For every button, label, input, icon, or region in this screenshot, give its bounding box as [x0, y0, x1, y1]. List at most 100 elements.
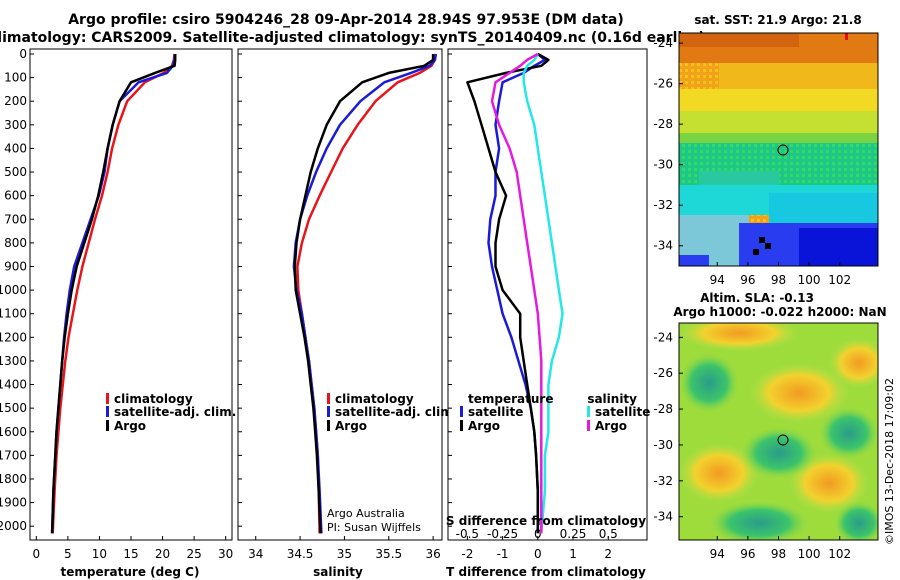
difference-axes	[447, 48, 648, 541]
legend-climatology: climatology	[335, 392, 414, 406]
map-y-tick-label: -34	[653, 239, 673, 253]
map-x-tick-label: 96	[740, 547, 755, 561]
x-tick-label: 35.5	[375, 547, 402, 561]
legend-temperature-title: temperature	[468, 392, 553, 406]
sst-map-image	[679, 33, 878, 266]
y-tick-label: 600	[4, 189, 27, 203]
legend-satellite-swatch	[106, 406, 109, 417]
map-x-tick-label: 94	[710, 547, 725, 561]
top-x-tick-label: 0.25	[560, 527, 587, 541]
legend-argo-swatch	[106, 420, 109, 431]
y-tick-label: 800	[4, 236, 27, 250]
y-tick-label: 1400	[0, 378, 27, 392]
x-tick-label: 10	[92, 547, 107, 561]
temperature-axes	[29, 48, 233, 541]
map-x-tick-label: 96	[740, 273, 755, 287]
legend-t-argo: Argo	[468, 419, 500, 433]
salinity-axes	[237, 48, 443, 541]
y-tick-label: 300	[4, 118, 27, 132]
top-x-tick-label: 0.5	[599, 527, 618, 541]
argo-location-marker	[777, 144, 789, 156]
sla-map-image	[679, 323, 878, 540]
legend-t-argo-swatch	[460, 420, 463, 431]
x-tick-label: 5	[64, 547, 72, 561]
annotation-pi: PI: Susan Wijffels	[327, 521, 421, 534]
y-tick-label: 1300	[0, 354, 27, 368]
argo-location-marker	[777, 434, 789, 446]
legend-s-argo: Argo	[595, 419, 627, 433]
difference-legend: temperature satellite Argo salinity sate…	[460, 392, 650, 433]
map-x-tick-label: 94	[710, 273, 725, 287]
map-x-tick-label: 102	[828, 273, 851, 287]
legend-t-satellite-swatch	[460, 406, 463, 417]
salinity-series	[292, 53, 438, 534]
y-tick-label: 500	[4, 165, 27, 179]
difference-top-label: S difference from climatology	[446, 514, 646, 528]
legend-s-satellite-swatch	[587, 406, 590, 417]
series-line-t-argo	[466, 52, 550, 534]
series-line-s-argo	[490, 52, 543, 534]
sla-map-ticks: 94 96 98 100 102 -24 -26 -28 -30 -32 -34	[653, 330, 851, 561]
temperature-panel: 0100200300400500600700800900100011001200…	[0, 47, 236, 579]
credit-text: ©IMOS 13-Dec-2018 17:09:02	[883, 378, 896, 545]
x-tick-label: 0	[32, 547, 40, 561]
sst-map: sat. SST: 21.9 Argo: 21.8 94 96 98 100 102 -2…	[653, 13, 879, 287]
legend-salinity-title: salinity	[587, 392, 637, 406]
y-tick-label: 1900	[0, 496, 27, 510]
sst-map-title: sat. SST: 21.9 Argo: 21.8	[694, 13, 861, 27]
y-tick-label: 100	[4, 71, 27, 85]
x-tick-label: -1	[497, 547, 509, 561]
x-tick-label: 34	[248, 547, 263, 561]
x-tick-label: 25	[186, 547, 201, 561]
map-x-tick-label: 102	[828, 547, 851, 561]
map-x-tick-label: 100	[798, 273, 821, 287]
legend-satellite-swatch	[327, 406, 330, 417]
map-y-tick-label: -32	[653, 198, 673, 212]
difference-panel: -2 -1 0 1 2 -0.5 -0.25 0 0.25 0.5 T difference fr…	[446, 48, 650, 579]
sla-map-title2: Argo h1000: -0.022 h2000: NaN	[673, 305, 886, 319]
map-x-tick-label: 98	[771, 547, 786, 561]
y-tick-label: 0	[19, 47, 27, 61]
sla-map-title1: Altim. SLA: -0.13	[700, 291, 814, 305]
map-y-tick-label: -24	[653, 330, 673, 344]
y-tick-label: 400	[4, 141, 27, 155]
legend-argo: Argo	[335, 419, 367, 433]
map-y-tick-label: -28	[653, 117, 673, 131]
x-tick-label: 15	[123, 547, 138, 561]
map-y-tick-label: -26	[653, 77, 673, 91]
legend-satellite: satellite-adj. clim.	[335, 405, 457, 419]
map-y-tick-label: -30	[653, 438, 673, 452]
y-tick-label: 900	[4, 259, 27, 273]
series-line-argo	[50, 54, 177, 534]
map-x-tick-label: 98	[771, 273, 786, 287]
temperature-series	[50, 53, 177, 534]
legend-climatology-swatch	[327, 393, 330, 404]
map-y-tick-label: -24	[653, 36, 673, 50]
y-tick-label: 1800	[0, 472, 27, 486]
x-tick-label: 35	[337, 547, 352, 561]
temperature-xlabel: temperature (deg C)	[61, 565, 200, 579]
y-tick-label: 1200	[0, 330, 27, 344]
map-y-tick-label: -26	[653, 366, 673, 380]
x-tick-label: 20	[155, 547, 170, 561]
x-tick-label: 34.5	[287, 547, 314, 561]
legend-climatology-swatch	[106, 393, 109, 404]
x-tick-label: 1	[569, 547, 577, 561]
legend-t-satellite: satellite	[468, 405, 523, 419]
y-tick-label: 1100	[0, 307, 27, 321]
y-tick-label: 1000	[0, 283, 27, 297]
sst-map-ticks: 94 96 98 100 102 -24 -26 -28 -30 -32 -34	[653, 36, 851, 287]
difference-series	[466, 52, 564, 534]
series-line-argo	[293, 54, 435, 534]
top-x-tick-label: 0	[534, 527, 542, 541]
y-tick-label: 700	[4, 212, 27, 226]
salinity-legend: climatology satellite-adj. clim. Argo	[327, 392, 457, 433]
header-line2: Climatology: CARS2009. Satellite-adjuste…	[0, 30, 705, 46]
map-x-tick-label: 100	[798, 547, 821, 561]
legend-argo: Argo	[114, 419, 146, 433]
map-y-tick-label: -32	[653, 474, 673, 488]
y-tick-label: 1700	[0, 448, 27, 462]
difference-ticks: -2 -1 0 1 2 -0.5 -0.25 0 0.25 0.5	[448, 53, 618, 561]
y-tick-label: 2000	[0, 519, 27, 533]
temperature-ticks: 0100200300400500600700800900100011001200…	[0, 47, 233, 561]
